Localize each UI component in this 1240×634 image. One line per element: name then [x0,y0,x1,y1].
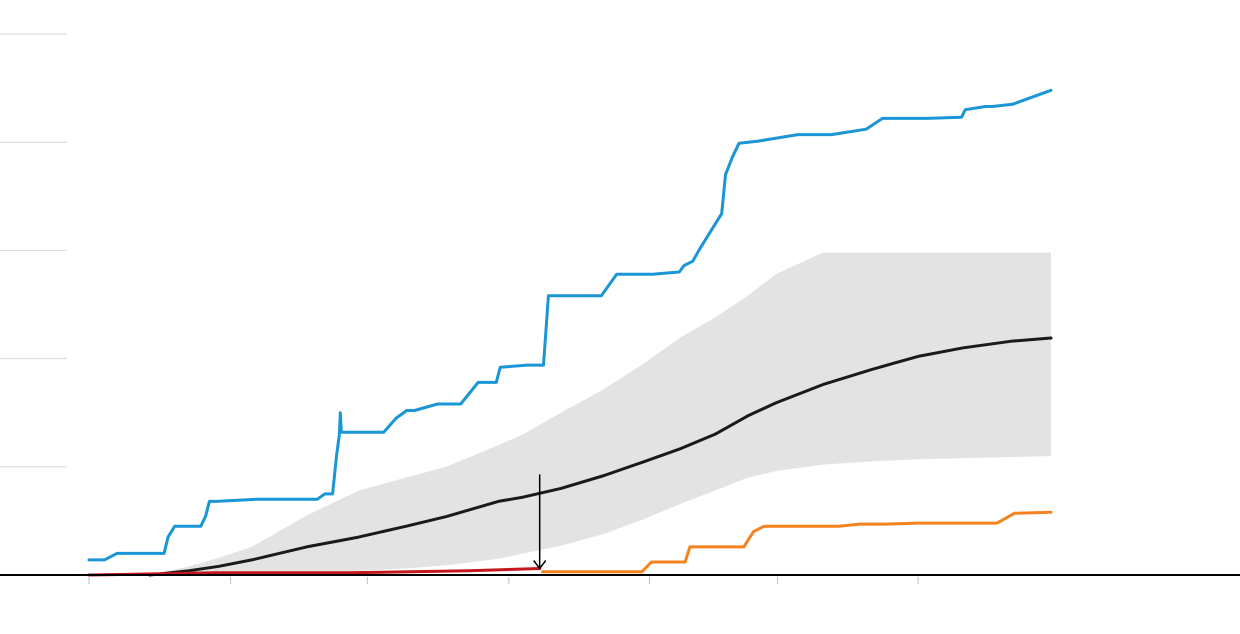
series-line-3 [541,510,1053,574]
annotation-arrow-head [533,560,547,570]
median-line [148,336,1053,577]
annotation-layer [533,474,547,570]
series-line-2 [87,567,542,577]
band-area [149,252,1051,575]
series-lines [87,88,1053,577]
x-axis [0,574,1240,584]
series-line-1 [87,88,1053,562]
range-band [149,252,1051,575]
gridlines [0,33,67,468]
